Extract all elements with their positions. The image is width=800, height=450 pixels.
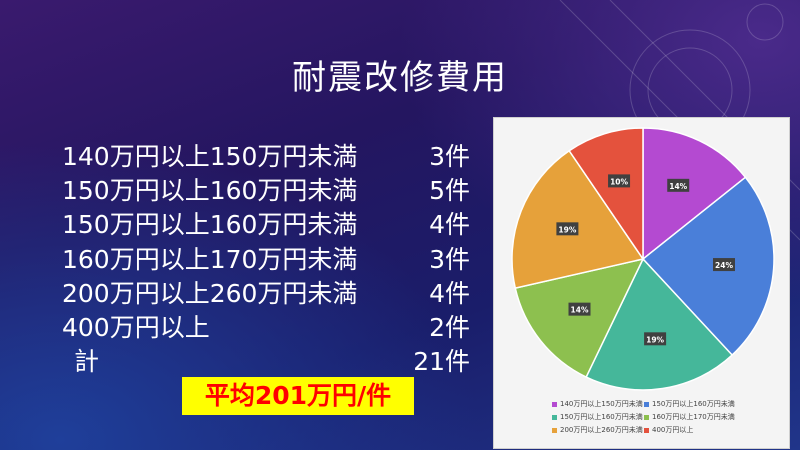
pie-chart: 14% 24% 19% 14% 19% 10% 140万円以上150万円未満 150万円以上… <box>493 117 790 449</box>
cost-count: 5件 <box>429 176 470 206</box>
data-label-bg <box>608 174 631 188</box>
cost-range: 200万円以上260万円未満 <box>62 278 358 308</box>
cost-row: 150万円以上160万円未満 5件 <box>62 174 482 208</box>
pie-chart-svg: 14% 24% 19% 14% 19% 10% <box>511 127 775 391</box>
legend-swatch <box>644 427 649 433</box>
pie-slice <box>511 149 645 290</box>
cost-row: 160万円以上170万円未満 3件 <box>62 243 482 277</box>
legend-label: 150万円以上160万円未満 <box>560 413 643 421</box>
legend-item: 160万円以上170万円未満 <box>644 413 735 422</box>
legend-label: 150万円以上160万円未満 <box>652 400 735 408</box>
cost-range: 150万円以上160万円未満 <box>62 210 358 240</box>
legend-swatch <box>644 414 649 420</box>
cost-row: 400万円以上 2件 <box>62 311 482 345</box>
cost-row: 140万円以上150万円未満 3件 <box>62 140 482 174</box>
legend-item: 200万円以上260万円未満 <box>552 426 643 435</box>
legend-label: 140万円以上150万円未満 <box>560 400 643 408</box>
pie-slice <box>514 257 645 379</box>
pie-slice <box>568 127 644 262</box>
legend-item: 150万円以上160万円未満 <box>644 400 735 409</box>
legend-label: 160万円以上170万円未満 <box>652 413 735 421</box>
cost-table: 140万円以上150万円未満 3件 150万円以上160万円未満 5件 150万… <box>62 140 482 379</box>
cost-range: 140万円以上150万円未満 <box>62 142 358 171</box>
cost-range: 400万円以上 <box>62 312 210 342</box>
data-label: 14% <box>571 306 589 315</box>
cost-count: 3件 <box>429 244 470 274</box>
total-row: 計 21件 <box>62 345 482 379</box>
legend-swatch <box>644 401 649 407</box>
data-label: 19% <box>646 335 664 344</box>
pie-slice <box>585 257 734 391</box>
cost-count: 3件 <box>429 142 470 171</box>
data-label-bg <box>556 222 579 236</box>
data-label: 14% <box>669 182 687 191</box>
legend-label: 200万円以上260万円未満 <box>560 426 643 434</box>
cost-range: 150万円以上160万円未満 <box>62 176 358 206</box>
legend-label: 400万円以上 <box>652 426 694 434</box>
cost-row: 200万円以上260万円未満 4件 <box>62 277 482 311</box>
slide-title: 耐震改修費用 <box>292 58 508 98</box>
legend-item: 150万円以上160万円未満 <box>552 413 643 422</box>
data-label-bg <box>667 178 690 192</box>
legend-swatch <box>552 401 557 407</box>
total-label: 計 <box>74 347 100 377</box>
cost-count: 4件 <box>429 210 470 240</box>
data-label-bg <box>644 332 667 346</box>
data-label-bg <box>712 258 735 272</box>
pie-slice <box>642 127 747 261</box>
cost-count: 4件 <box>429 278 470 308</box>
cost-count: 2件 <box>429 312 470 342</box>
data-label: 10% <box>610 177 628 186</box>
total-count: 21件 <box>413 347 470 377</box>
data-label-bg <box>568 302 591 316</box>
average-highlight: 平均201万円/件 <box>182 377 414 415</box>
cost-range: 160万円以上170万円未満 <box>62 244 358 274</box>
pie-slice <box>641 176 775 357</box>
legend-item: 140万円以上150万円未満 <box>552 400 643 409</box>
data-label: 19% <box>558 225 576 234</box>
data-label: 24% <box>715 261 733 270</box>
legend-item: 400万円以上 <box>644 426 693 435</box>
legend-swatch <box>552 414 557 420</box>
legend-swatch <box>552 427 557 433</box>
cost-row: 150万円以上160万円未満 4件 <box>62 208 482 242</box>
